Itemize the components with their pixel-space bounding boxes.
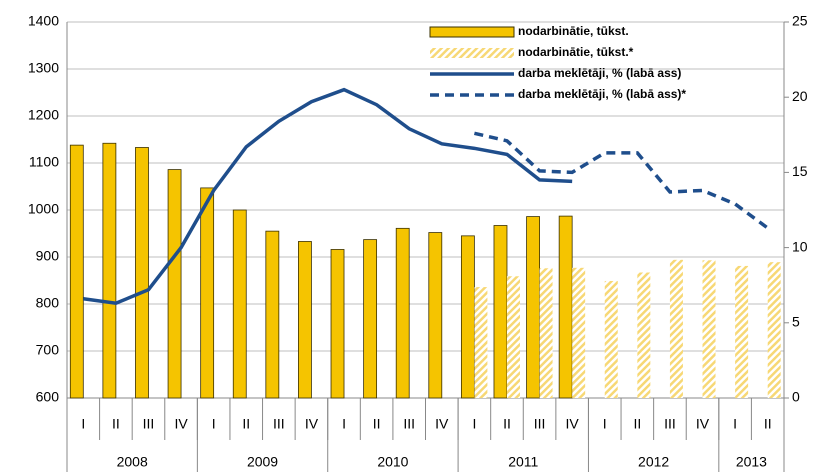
x-group-label: 2010 [377,454,408,470]
y-tick-label: 1100 [29,154,59,170]
y-tick-label: 1200 [28,107,59,123]
x-tick-label: III [664,416,676,432]
x-tick-label: I [733,416,737,432]
y2-tick-label: 10 [792,238,808,254]
legend-label: nodarbinātie, tūkst.* [518,45,634,59]
bar [474,287,488,398]
x-tick-label: II [633,416,641,432]
y2-tick-label: 15 [792,163,808,179]
bar [526,216,540,399]
x-tick-label: IV [696,416,710,432]
bar [558,215,573,399]
y2-tick-label: 0 [792,389,800,405]
bar [135,147,149,399]
x-group-label: 2011 [508,454,538,470]
bar [102,142,117,399]
bar [232,209,247,399]
bar [395,227,410,399]
y-tick-label: 700 [36,342,60,358]
x-tick-label: I [342,416,346,432]
bar [298,241,312,399]
x-tick-label: IV [305,416,319,432]
bar [702,260,716,398]
bar [637,272,651,398]
x-group-label: 2009 [247,454,278,470]
y-tick-label: 1300 [28,60,59,76]
bar [539,268,553,398]
bar [265,230,280,399]
x-tick-label: IV [435,416,449,432]
x-group-label: 2012 [638,454,669,470]
y2-tick-label: 5 [792,314,800,330]
x-tick-label: III [273,416,285,432]
bar [767,262,781,398]
legend-label: darba meklētāji, % (labā ass)* [518,87,686,101]
y-tick-label: 800 [36,295,60,311]
bar [604,280,618,398]
x-tick-label: II [112,416,120,432]
bar [200,187,215,399]
x-tick-label: II [764,416,772,432]
line [473,131,769,230]
bar [460,235,475,399]
x-tick-label: III [403,416,415,432]
y-tick-label: 900 [36,248,60,264]
legend-label: darba meklētāji, % (labā ass) [518,66,681,80]
x-tick-label: I [603,416,607,432]
x-group-label: 2008 [117,454,148,470]
x-tick-label: I [212,416,216,432]
bar [735,265,749,398]
bar [493,225,508,399]
y-tick-label: 1400 [28,13,59,29]
bar [506,276,520,398]
legend-swatch [429,26,515,38]
bar [330,249,345,399]
x-tick-label: III [143,416,155,432]
x-tick-label: I [81,416,85,432]
y-tick-label: 600 [36,389,60,405]
bar [572,267,586,398]
x-tick-label: II [242,416,250,432]
x-tick-label: IV [174,416,188,432]
y2-tick-label: 25 [792,13,808,29]
bar [69,144,84,399]
legend: nodarbinātie, tūkst. nodarbinātie, tūkst.… [429,24,686,101]
bar [363,239,378,399]
y-tick-label: 1000 [28,201,59,217]
x-tick-label: II [373,416,381,432]
x-tick-label: I [472,416,476,432]
bar [428,232,443,399]
y2-tick-label: 20 [792,88,808,104]
legend-label: nodarbinātie, tūkst. [518,24,629,38]
x-tick-label: IV [566,416,580,432]
bar [167,169,182,399]
bar [669,259,683,398]
x-tick-label: III [534,416,546,432]
line [83,87,573,306]
legend-swatch [430,48,514,58]
x-group-label: 2013 [736,454,767,470]
x-tick-label: II [503,416,511,432]
